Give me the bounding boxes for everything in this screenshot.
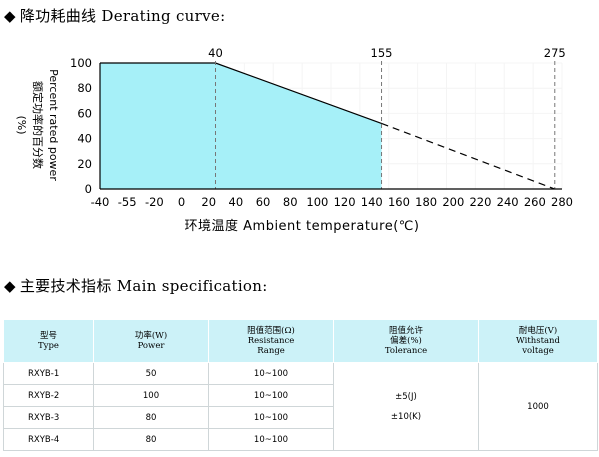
cell-range: 10~100 [208,384,334,407]
cell-type: RXYB-1 [3,362,94,385]
breakpoint-label: 155 [371,46,393,60]
y-tick-label: 60 [77,106,92,120]
spec-table: 型号 Type 功率(W) Power 阻值范围(Ω) Resistance Range… [3,319,598,451]
table-row: RXYB-2 100 10~100 [3,384,598,407]
breakpoint-label: 40 [208,46,223,60]
x-tick-label: 20 [201,195,216,209]
cell-type: RXYB-4 [3,428,94,451]
x-tick-label: 220 [469,195,491,209]
y-tick-label: 20 [77,157,92,171]
header-power: 功率(W) Power [93,319,209,363]
x-tick-label: 240 [497,195,519,209]
x-tick-label: 140 [361,195,383,209]
cell-power: 50 [93,362,209,385]
y-tick-label: 40 [77,132,92,146]
cell-tolerance: ±5(J) ±10(K) [333,362,479,451]
cell-type: RXYB-2 [3,384,94,407]
y-tick-label: 100 [70,56,92,70]
y-tick-label: 80 [77,81,92,95]
tolerance-j: ±5(J) [395,391,417,402]
x-tick-label: 0 [178,195,185,209]
cell-withstand-voltage: 1000 [478,362,598,451]
chart-labels: 0 20 40 60 80 100 -40 -55 -20 0 20 40 60 80 100 120 140 1… [15,46,573,234]
x-tick-label: 260 [524,195,546,209]
x-axis-title: 环境温度 Ambient temperature(℃) [185,218,420,234]
chart-axes [99,63,562,190]
header-tolerance: 阻值允许 偏差(%) Tolerance [333,319,479,363]
table-header-row: 型号 Type 功率(W) Power 阻值范围(Ω) Resistance Range… [3,319,598,363]
x-tick-label: -55 [118,195,137,209]
x-tick-label: 180 [415,195,437,209]
x-tick-label: 120 [334,195,356,209]
y-axis-title: 额定功率的百分数 [31,81,45,169]
x-tick-label: -20 [145,195,164,209]
y-axis-title: (%) [15,115,28,134]
cell-range: 10~100 [208,362,334,385]
tolerance-k: ±10(K) [390,411,422,422]
x-tick-label: -40 [91,195,110,209]
table-row: RXYB-1 50 10~100 ±5(J) ±10(K) 1000 [3,362,598,451]
header-resistance-range: 阻值范围(Ω) Resistance Range [208,319,334,363]
cell-power: 80 [93,406,209,429]
cell-type: RXYB-3 [3,406,94,429]
y-tick-label: 0 [85,182,92,196]
breakpoint-label: 275 [544,46,566,60]
derating-line-dashed [381,122,555,190]
table-row: RXYB-4 80 10~100 [3,428,598,451]
header-type: 型号 Type [3,319,94,363]
cell-range: 10~100 [208,406,334,429]
derating-chart: 0 20 40 60 80 100 -40 -55 -20 0 20 40 60 80 100 120 140 1… [15,46,573,234]
derating-heading-text: 降功耗曲线 Derating curve: [19,7,226,25]
chart-area-layer [100,61,556,190]
derating-curve-heading: ◆ 降功耗曲线 Derating curve: [4,5,225,26]
cell-power: 100 [93,384,209,407]
header-withstand-voltage: 耐电压(V) Withstand voltage [478,319,598,363]
x-tick-label: 200 [442,195,464,209]
x-tick-label: 40 [229,195,244,209]
x-tick-label: 160 [388,195,410,209]
bullet-diamond-icon: ◆ [4,7,16,25]
bullet-diamond-icon: ◆ [4,277,16,295]
x-tick-label: 60 [256,195,271,209]
main-spec-heading: ◆ 主要技术指标 Main specification: [4,275,268,296]
cell-power: 80 [93,428,209,451]
x-tick-label: 100 [306,195,328,209]
rated-power-area [100,63,382,189]
spec-heading-text: 主要技术指标 Main specification: [19,277,268,295]
cell-range: 10~100 [208,428,334,451]
table-row: RXYB-3 80 10~100 [3,406,598,429]
x-tick-label: 280 [551,195,573,209]
x-tick-label: 80 [283,195,298,209]
y-axis-title: Percent rated power [47,69,60,181]
